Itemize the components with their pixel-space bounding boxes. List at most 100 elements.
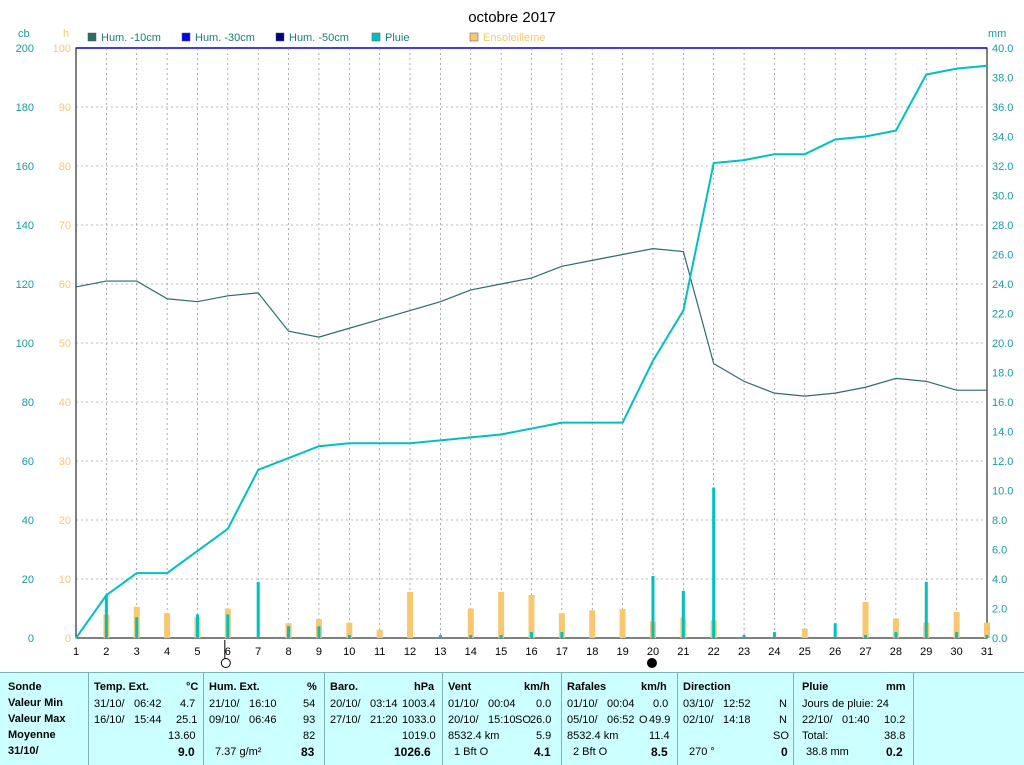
baro-column: Baro. hPa 20/10/ 03:14 1003.4 27/10/ 21:… (330, 679, 440, 763)
rain-bar (195, 614, 199, 638)
baro-min-date: 20/10/ (330, 698, 361, 710)
rafales-bft: 2 Bft O (573, 746, 608, 758)
new-moon-icon (646, 658, 657, 668)
sunshine-bar (892, 618, 899, 638)
x-tick: 8 (286, 646, 292, 658)
pluie-title: Pluie (802, 681, 829, 693)
y-tick-mm: 20.0 (992, 338, 1013, 350)
legend: Hum. -10cm Hum. -30cm Hum. -50cm Pluie Ensol… (87, 32, 545, 44)
right-unit-mm: mm (988, 28, 1006, 40)
direction-max-val: N (779, 714, 787, 726)
rain-bar (135, 617, 139, 638)
y-tick-mm: 32.0 (992, 161, 1013, 173)
vent-min-date: 01/10/ (448, 698, 479, 710)
x-tick: 24 (768, 646, 780, 658)
x-tick: 11 (374, 646, 385, 658)
x-tick: 16 (525, 646, 537, 658)
y-tick-mm: 0.0 (992, 633, 1007, 645)
y-tick-mm: 22.0 (992, 309, 1013, 321)
pluie-total: 38.8 (884, 730, 906, 742)
direction-min-time: 12:52 (723, 698, 751, 710)
temp-column: Temp. Ext. °C 31/10/ 06:42 4.7 16/10/ 15… (94, 679, 200, 763)
hum-min-date: 21/10/ (209, 698, 240, 710)
y-tick-h: 20 (59, 515, 71, 527)
separator (88, 673, 89, 765)
y-tick-mm: 26.0 (992, 250, 1013, 262)
vent-dist: 8532.4 km (448, 730, 500, 742)
y-tick-mm: 36.0 (992, 102, 1013, 114)
pluie-max-time: 01:40 (842, 714, 870, 726)
rafales-current: 8.5 (651, 745, 668, 759)
x-tick: 18 (586, 646, 598, 658)
vent-current: 4.1 (534, 745, 551, 759)
rain-bar (560, 632, 564, 638)
x-tick: 29 (920, 646, 932, 658)
baro-max-val: 1033.0 (402, 714, 436, 726)
label-max: Valeur Max (8, 713, 66, 725)
sunshine-bar (953, 612, 960, 638)
legend-label: Hum. -30cm (195, 32, 255, 44)
baro-unit: hPa (414, 681, 435, 693)
hum-max-date: 09/10/ (209, 714, 240, 726)
y-tick-h: 70 (59, 220, 71, 232)
y-tick-mm: 40.0 (992, 43, 1013, 55)
y-tick-mm: 4.0 (992, 574, 1007, 586)
y-tick-h: 100 (53, 43, 71, 55)
sunshine-bar (589, 610, 596, 638)
x-tick: 21 (677, 646, 689, 658)
rain-bar (226, 614, 230, 638)
y-tick-mm: 16.0 (992, 397, 1013, 409)
baro-min-time: 03:14 (370, 698, 398, 710)
y-tick-h: 50 (59, 338, 71, 350)
x-tick: 6 (225, 646, 231, 658)
hum-column: Hum. Ext. % 21/10/ 16:10 54 09/10/ 06:46… (209, 679, 321, 763)
y-tick-h: 60 (59, 279, 71, 291)
baro-avg: 1019.0 (402, 730, 436, 742)
separator (913, 673, 914, 765)
separator (442, 673, 443, 765)
hum-unit: % (307, 681, 317, 693)
sunshine-bar (498, 591, 505, 638)
sunshine-bars (103, 591, 990, 638)
y-tick-cb: 100 (16, 338, 34, 350)
left-unit-cb: cb (18, 28, 30, 40)
hum-max-val: 93 (303, 714, 316, 726)
separator (793, 673, 794, 765)
sunshine-bar (346, 622, 353, 638)
pluie-total-label: Total: (802, 730, 829, 742)
rain-bar (772, 632, 776, 638)
rafales-title: Rafales (567, 681, 607, 693)
rain-bar (499, 635, 503, 638)
direction-title: Direction (683, 681, 731, 693)
direction-min-val: N (779, 698, 787, 710)
sunshine-bar (619, 609, 626, 638)
sunshine-bar (467, 608, 474, 638)
vent-avg: 5.9 (536, 730, 552, 742)
rain-bar (712, 487, 716, 638)
temp-current: 9.0 (178, 745, 195, 759)
y-tick-mm: 30.0 (992, 191, 1013, 203)
rain-bar (469, 635, 473, 638)
x-tick: 15 (495, 646, 507, 658)
y-tick-h: 0 (65, 633, 71, 645)
moon-markers (220, 640, 657, 668)
rafales-max-time: 06:52 (607, 714, 635, 726)
x-tick: 4 (164, 646, 170, 658)
direction-max-time: 14:18 (723, 714, 751, 726)
rafales-min-date: 01/10/ (567, 698, 598, 710)
rafales-max-val: 49.9 (649, 714, 671, 726)
legend-swatch (87, 32, 97, 42)
y-tick-h: 80 (59, 161, 71, 173)
separator (324, 673, 325, 765)
label-min: Valeur Min (8, 697, 64, 709)
y-tick-mm: 8.0 (992, 515, 1007, 527)
direction-max-date: 02/10/ (683, 714, 714, 726)
y-tick-mm: 24.0 (992, 279, 1013, 291)
temp-max-date: 16/10/ (94, 714, 125, 726)
rafales-unit: km/h (641, 681, 667, 693)
y-tick-cb: 140 (16, 220, 34, 232)
rafales-max-date: 05/10/ (567, 714, 598, 726)
temp-max-time: 15:44 (134, 714, 162, 726)
baro-min-val: 1003.4 (402, 698, 436, 710)
x-tick: 13 (434, 646, 446, 658)
